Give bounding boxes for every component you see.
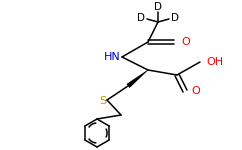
- Text: D: D: [154, 2, 162, 12]
- Polygon shape: [126, 70, 148, 88]
- Text: O: O: [181, 37, 190, 47]
- Text: D: D: [137, 13, 145, 23]
- Text: OH: OH: [206, 57, 223, 67]
- Text: D: D: [171, 13, 179, 23]
- Text: O: O: [191, 86, 200, 96]
- Text: S: S: [99, 96, 106, 106]
- Text: HN: HN: [104, 52, 121, 62]
